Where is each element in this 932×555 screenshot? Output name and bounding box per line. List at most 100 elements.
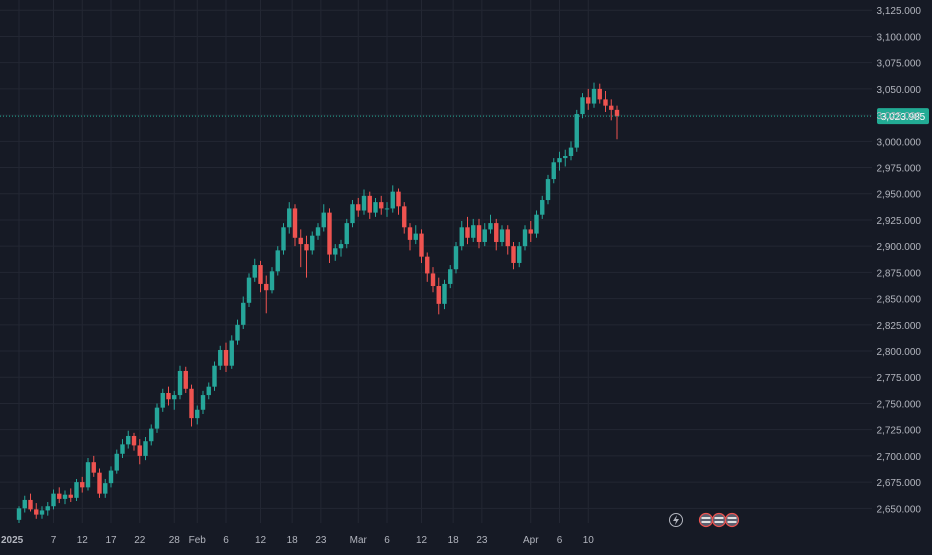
x-tick-label: 17 [105,535,117,546]
candle-body [206,386,211,396]
last-price-line: 3,023.985 [0,108,929,125]
y-tick-label: 3,100.000 [877,32,922,43]
y-tick-label: 2,875.000 [877,268,922,279]
candle-body [540,200,545,215]
candle-body [154,407,160,429]
candle-body [476,225,482,242]
x-tick-label: 6 [557,535,563,546]
candle-body [505,229,510,247]
flash-icon[interactable] [669,513,683,527]
candle-body [517,246,522,263]
candle-body [413,233,418,240]
candle-body [425,256,430,274]
flag-icon-ring [698,512,714,528]
candle-body [545,179,551,201]
candle-body [74,482,79,498]
candle-body [315,227,321,236]
candle-body [189,388,194,419]
us-flag-icon[interactable] [711,512,727,528]
candle-body [304,244,309,251]
candle-body [333,248,338,255]
y-tick-label: 2,975.000 [877,164,922,175]
flag-icon-stripe [701,517,711,519]
candle-body [45,506,50,511]
time-axis[interactable]: 2025 7 12 17 22 28 Feb 6 12 18 23 Mar 6 12 18 23 Apr 6 10 [1,535,594,546]
y-tick-label: 2,700.000 [877,452,922,463]
candle-body [91,462,96,473]
candle-body [57,493,62,499]
candle-body [16,508,22,520]
flag-icon-stripe [714,521,724,523]
candle-body [149,428,154,442]
candle-body [528,229,533,234]
candle-body [603,99,608,106]
price-axis[interactable]: 2,650.000 2,675.000 2,700.000 2,725.000 2,75… [877,6,922,515]
candle-body [143,441,148,456]
flag-icon-stripe [727,517,737,519]
candle-body [195,409,200,419]
candle-body [292,208,298,238]
candle-body [114,453,119,471]
us-flag-icon[interactable] [698,512,714,528]
x-tick-label: Mar [350,535,368,546]
flag-icon-stripe [701,521,711,523]
x-tick-label: 6 [223,535,229,546]
candle-body [172,395,177,400]
candle-body [131,435,137,446]
candle-body [166,392,171,400]
y-tick-label: 3,025.000 [877,111,922,122]
x-tick-label: 7 [51,535,57,546]
event-markers[interactable] [669,512,740,528]
candle-body [287,208,292,228]
candle-body [338,244,344,249]
y-tick-label: 3,075.000 [877,59,922,70]
candle-body [586,97,591,104]
candle-body [269,271,275,291]
candle-body [177,370,183,396]
candle-body [430,273,436,287]
x-tick-label: 6 [384,535,390,546]
candle-body [471,225,476,238]
candle-body [407,227,413,240]
candle-body [522,229,528,247]
flag-icon-ring [724,512,740,528]
candle-body [563,155,568,159]
flag-icon-ring [711,512,727,528]
candle-body [419,233,424,257]
candle-body [34,509,39,515]
flag-icon-stripe [714,517,724,519]
candle-body [223,349,229,366]
candle-body [264,283,269,291]
candle-body [361,195,367,211]
y-tick-label: 3,125.000 [877,6,922,17]
candle-body [356,204,361,211]
flash-icon-bolt [673,515,679,525]
x-tick-label: Apr [523,535,539,546]
last-price-label: 3,023.985 [881,112,926,123]
candle-body [212,365,217,387]
candle-body [568,147,574,156]
candle-body [137,445,142,456]
candle-body [459,227,464,247]
y-tick-label: 2,800.000 [877,347,922,358]
candle-body [499,229,505,242]
candle-body [436,286,441,304]
y-tick-label: 3,050.000 [877,85,922,96]
candle-body [402,206,407,228]
x-tick-label: 12 [255,535,267,546]
candle-body [465,227,470,238]
x-tick-label: 18 [287,535,299,546]
candle-body [344,223,349,245]
candle-body [39,510,45,515]
candle-body [321,212,326,228]
candle-body [350,204,355,224]
us-flag-icon[interactable] [724,512,740,528]
x-tick-label: 22 [134,535,146,546]
candle-body [551,162,556,180]
candle-body [22,499,27,509]
candle-body [246,277,252,303]
x-tick-label: Feb [189,535,207,546]
candle-body [442,283,447,304]
